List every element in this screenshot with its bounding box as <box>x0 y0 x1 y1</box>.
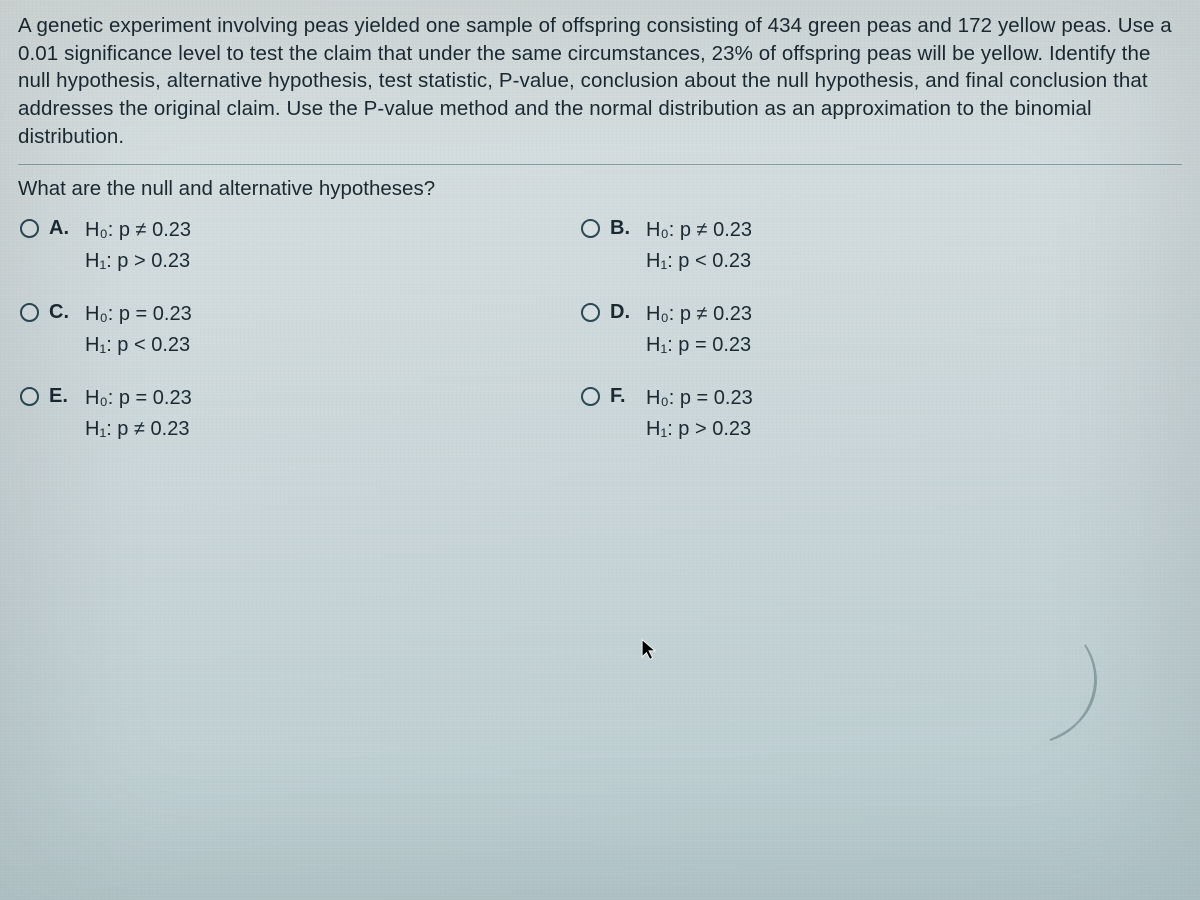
swoosh-mark-icon <box>1030 630 1130 750</box>
option-body: H₀: p ≠ 0.23 H₁: p > 0.23 <box>85 215 191 277</box>
radio-icon[interactable] <box>20 219 39 238</box>
h1-line: H₁: p = 0.23 <box>646 330 752 361</box>
h0-line: H₀: p = 0.23 <box>85 299 192 330</box>
h0-line: H₀: p = 0.23 <box>646 383 753 414</box>
quiz-page: A genetic experiment involving peas yiel… <box>0 0 1200 445</box>
option-letter: A. <box>49 215 75 240</box>
cursor-icon <box>640 638 658 662</box>
problem-statement: A genetic experiment involving peas yiel… <box>18 12 1182 150</box>
option-d[interactable]: D. H₀: p ≠ 0.23 H₁: p = 0.23 <box>581 299 1102 361</box>
h0-line: H₀: p ≠ 0.23 <box>646 215 752 246</box>
h1-line: H₁: p ≠ 0.23 <box>85 414 192 445</box>
h0-line: H₀: p ≠ 0.23 <box>646 299 752 330</box>
option-body: H₀: p = 0.23 H₁: p < 0.23 <box>85 299 192 361</box>
options-grid: A. H₀: p ≠ 0.23 H₁: p > 0.23 B. H₀: p ≠ … <box>18 215 1182 445</box>
option-body: H₀: p ≠ 0.23 H₁: p = 0.23 <box>646 299 752 361</box>
radio-icon[interactable] <box>581 387 600 406</box>
option-letter: C. <box>49 299 75 324</box>
option-letter: D. <box>610 299 636 324</box>
h0-line: H₀: p = 0.23 <box>85 383 192 414</box>
h1-line: H₁: p < 0.23 <box>85 330 192 361</box>
option-letter: E. <box>49 383 75 408</box>
divider <box>18 164 1182 165</box>
option-c[interactable]: C. H₀: p = 0.23 H₁: p < 0.23 <box>20 299 541 361</box>
question-prompt: What are the null and alternative hypoth… <box>18 177 1182 201</box>
option-letter: B. <box>610 215 636 240</box>
radio-icon[interactable] <box>20 387 39 406</box>
h0-line: H₀: p ≠ 0.23 <box>85 215 191 246</box>
option-body: H₀: p = 0.23 H₁: p ≠ 0.23 <box>85 383 192 445</box>
option-b[interactable]: B. H₀: p ≠ 0.23 H₁: p < 0.23 <box>581 215 1102 277</box>
radio-icon[interactable] <box>581 303 600 322</box>
option-f[interactable]: F. H₀: p = 0.23 H₁: p > 0.23 <box>581 383 1102 445</box>
option-a[interactable]: A. H₀: p ≠ 0.23 H₁: p > 0.23 <box>20 215 541 277</box>
h1-line: H₁: p < 0.23 <box>646 246 752 277</box>
h1-line: H₁: p > 0.23 <box>85 246 191 277</box>
radio-icon[interactable] <box>581 219 600 238</box>
h1-line: H₁: p > 0.23 <box>646 414 753 445</box>
option-body: H₀: p = 0.23 H₁: p > 0.23 <box>646 383 753 445</box>
radio-icon[interactable] <box>20 303 39 322</box>
option-e[interactable]: E. H₀: p = 0.23 H₁: p ≠ 0.23 <box>20 383 541 445</box>
option-letter: F. <box>610 383 636 408</box>
option-body: H₀: p ≠ 0.23 H₁: p < 0.23 <box>646 215 752 277</box>
